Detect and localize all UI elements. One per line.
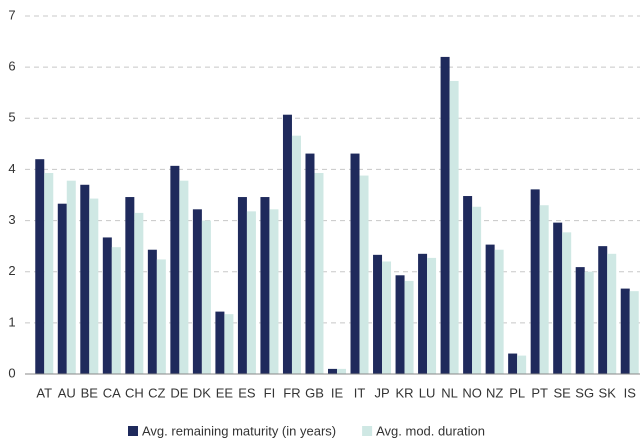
x-tick-label: PL [509,385,525,400]
bar [134,212,144,374]
x-tick-label: FR [283,385,300,400]
x-tick-label: LU [419,385,436,400]
x-tick-label: IS [624,385,637,400]
y-tick-label: 0 [8,365,15,380]
bar [305,153,315,374]
bar [89,198,99,374]
y-tick-label: 5 [8,110,15,125]
bar [125,197,135,374]
x-tick-label: EE [216,385,234,400]
bar [427,257,437,374]
bar [328,368,337,374]
bar [395,275,405,374]
bar [314,173,324,374]
bar [539,205,549,374]
bar [530,189,540,374]
y-tick-label: 3 [8,212,15,227]
bar [291,135,301,374]
bar [463,196,473,374]
bar [337,368,346,374]
y-tick-label: 4 [8,161,15,176]
x-tick-label: AT [36,385,52,400]
bar [80,184,90,374]
x-tick-label: KR [396,385,414,400]
bar [607,253,617,374]
bar [246,211,256,374]
x-tick-label: JP [374,385,389,400]
x-tick-label: NO [462,385,482,400]
x-tick-label: DE [170,385,188,400]
x-tick-label: GB [305,385,324,400]
x-tick-label: SG [575,385,594,400]
x-tick-label: IE [331,385,344,400]
x-tick-label: AU [58,385,76,400]
bar [44,173,54,374]
bar [472,206,482,374]
y-tick-label: 6 [8,59,15,74]
y-tick-label: 2 [8,263,15,278]
bar [224,314,234,374]
bar [575,267,585,374]
y-tick-label: 7 [8,7,15,22]
legend-swatch [128,426,138,436]
bar [111,247,121,374]
bar [147,249,157,374]
x-tick-label: CH [125,385,144,400]
x-tick-label: CZ [148,385,165,400]
x-tick-label: PT [531,385,548,400]
bar [449,80,459,375]
bar [404,280,414,374]
bar [382,261,392,374]
bar [418,253,428,374]
bar [201,220,211,374]
bar [237,197,247,374]
bar [562,232,572,374]
bar [629,291,639,374]
y-tick-label: 1 [8,314,15,329]
x-tick-label: NL [441,385,458,400]
bar [359,175,369,374]
bar [269,209,279,374]
bar [620,288,630,374]
bar [66,180,76,374]
bar [57,203,67,374]
x-tick-label: IT [354,385,366,400]
x-tick-label: SK [599,385,617,400]
bar [170,165,180,374]
bar [282,114,292,374]
bar [179,180,189,374]
x-tick-label: NZ [486,385,503,400]
bar [508,353,518,374]
x-tick-label: CA [103,385,121,400]
bar [485,244,495,374]
bar [102,237,112,374]
bar [517,355,527,374]
legend-label: Avg. remaining maturity (in years) [142,423,336,438]
x-tick-label: BE [81,385,99,400]
bar [350,153,360,374]
bar [553,222,563,374]
bar [215,311,225,374]
x-tick-label: SE [554,385,572,400]
bar [598,246,608,374]
bar [156,259,166,374]
x-tick-label: DK [193,385,211,400]
bar [35,159,45,374]
legend-swatch [362,426,373,436]
bar [260,197,270,374]
legend-label: Avg. mod. duration [376,423,485,438]
bar [192,209,202,374]
bar [440,56,450,375]
bar [494,249,504,374]
bar [373,254,383,374]
bar [584,271,594,374]
x-tick-label: ES [238,385,256,400]
x-tick-label: FI [264,385,276,400]
